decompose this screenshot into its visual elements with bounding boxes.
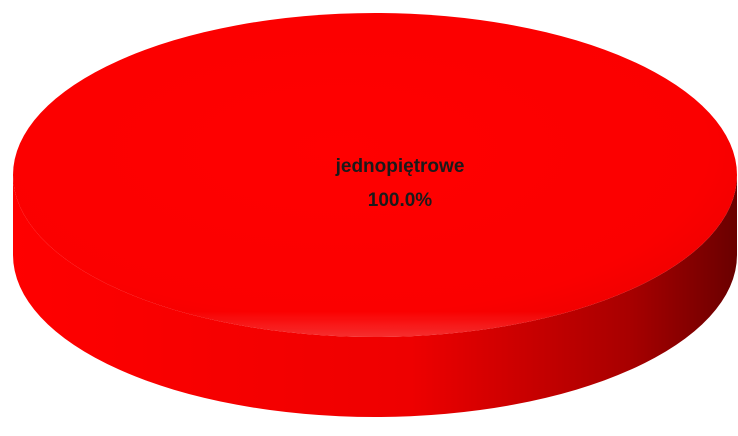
pie-slice-side bbox=[13, 175, 737, 417]
data-label-category: jednopiętrowe bbox=[335, 156, 465, 177]
data-label-percent: 100.0% bbox=[368, 190, 433, 211]
pie-slice-rim bbox=[13, 13, 737, 337]
pie-slices bbox=[13, 13, 737, 417]
data-labels: jednopiętrowe 100.0% bbox=[335, 156, 465, 211]
